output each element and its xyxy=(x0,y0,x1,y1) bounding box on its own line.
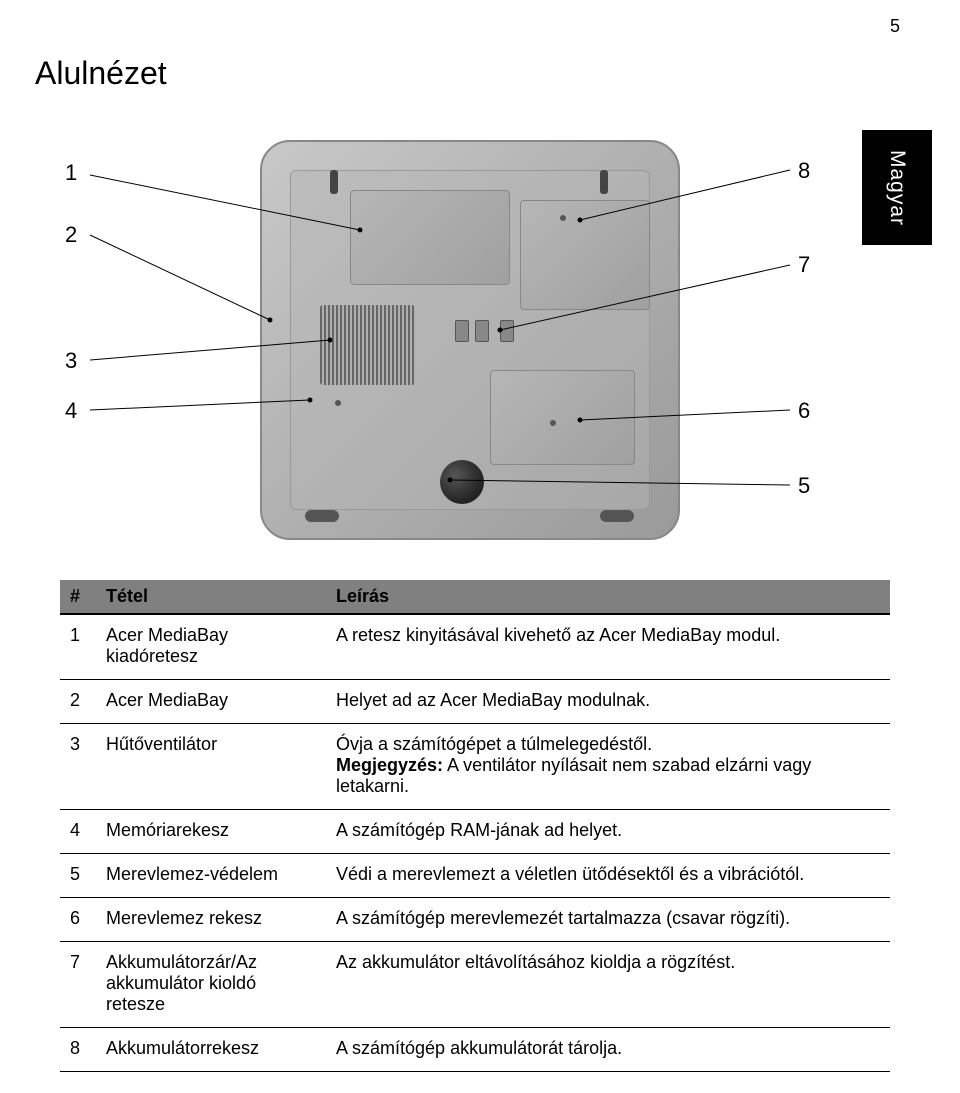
page-title: Alulnézet xyxy=(35,55,167,92)
callout-7: 7 xyxy=(798,252,810,278)
col-desc: Leírás xyxy=(326,580,890,614)
language-tab-label: Magyar xyxy=(885,149,909,225)
cell-item: Akkumulátorrekesz xyxy=(96,1028,326,1072)
figure-area: 1 2 3 4 8 7 6 5 xyxy=(60,130,820,550)
table-row: 2 Acer MediaBay Helyet ad az Acer MediaB… xyxy=(60,680,890,724)
cell-desc: A számítógép merevlemezét tartalmazza (c… xyxy=(326,898,890,942)
cell-num: 6 xyxy=(60,898,96,942)
cell-item: Acer MediaBay xyxy=(96,680,326,724)
col-num: # xyxy=(60,580,96,614)
language-tab: Magyar xyxy=(862,130,932,245)
cell-desc: Az akkumulátor eltávolításához kioldja a… xyxy=(326,942,890,1028)
table-row: 1 Acer MediaBay kiadóretesz A retesz kin… xyxy=(60,614,890,680)
table-row: 6 Merevlemez rekesz A számítógép merevle… xyxy=(60,898,890,942)
col-item: Tétel xyxy=(96,580,326,614)
callout-2: 2 xyxy=(65,222,77,248)
table-row: 5 Merevlemez-védelem Védi a merevlemezt … xyxy=(60,854,890,898)
cell-num: 8 xyxy=(60,1028,96,1072)
cell-num: 4 xyxy=(60,810,96,854)
callout-8: 8 xyxy=(798,158,810,184)
table-row: 4 Memóriarekesz A számítógép RAM-jának a… xyxy=(60,810,890,854)
callout-1: 1 xyxy=(65,160,77,186)
page-number: 5 xyxy=(890,16,900,37)
cell-num: 2 xyxy=(60,680,96,724)
cell-desc: Helyet ad az Acer MediaBay modulnak. xyxy=(326,680,890,724)
cell-num: 7 xyxy=(60,942,96,1028)
callout-5: 5 xyxy=(798,473,810,499)
cell-num: 5 xyxy=(60,854,96,898)
cell-num: 1 xyxy=(60,614,96,680)
table-row: 7 Akkumulátorzár/Az akkumulátor kioldó r… xyxy=(60,942,890,1028)
cell-desc: A retesz kinyitásával kivehető az Acer M… xyxy=(326,614,890,680)
callout-3: 3 xyxy=(65,348,77,374)
cell-desc: A számítógép RAM-jának ad helyet. xyxy=(326,810,890,854)
cell-item: Memóriarekesz xyxy=(96,810,326,854)
cell-item: Hűtőventilátor xyxy=(96,724,326,810)
cell-item: Merevlemez rekesz xyxy=(96,898,326,942)
table-row: 8 Akkumulátorrekesz A számítógép akkumul… xyxy=(60,1028,890,1072)
cell-item: Acer MediaBay kiadóretesz xyxy=(96,614,326,680)
cell-desc-line1: Óvja a számítógépet a túlmelegedéstől. xyxy=(336,734,652,754)
cell-item: Merevlemez-védelem xyxy=(96,854,326,898)
cell-num: 3 xyxy=(60,724,96,810)
cell-item: Akkumulátorzár/Az akkumulátor kioldó ret… xyxy=(96,942,326,1028)
table-row: 3 Hűtőventilátor Óvja a számítógépet a t… xyxy=(60,724,890,810)
parts-table: # Tétel Leírás 1 Acer MediaBay kiadórete… xyxy=(60,580,890,1072)
cell-desc: Óvja a számítógépet a túlmelegedéstől. M… xyxy=(326,724,890,810)
note-label: Megjegyzés: xyxy=(336,755,443,775)
callout-6: 6 xyxy=(798,398,810,424)
cell-desc: A számítógép akkumulátorát tárolja. xyxy=(326,1028,890,1072)
cell-desc: Védi a merevlemezt a véletlen ütődésektő… xyxy=(326,854,890,898)
leader-lines xyxy=(60,130,820,550)
table-header-row: # Tétel Leírás xyxy=(60,580,890,614)
callout-4: 4 xyxy=(65,398,77,424)
